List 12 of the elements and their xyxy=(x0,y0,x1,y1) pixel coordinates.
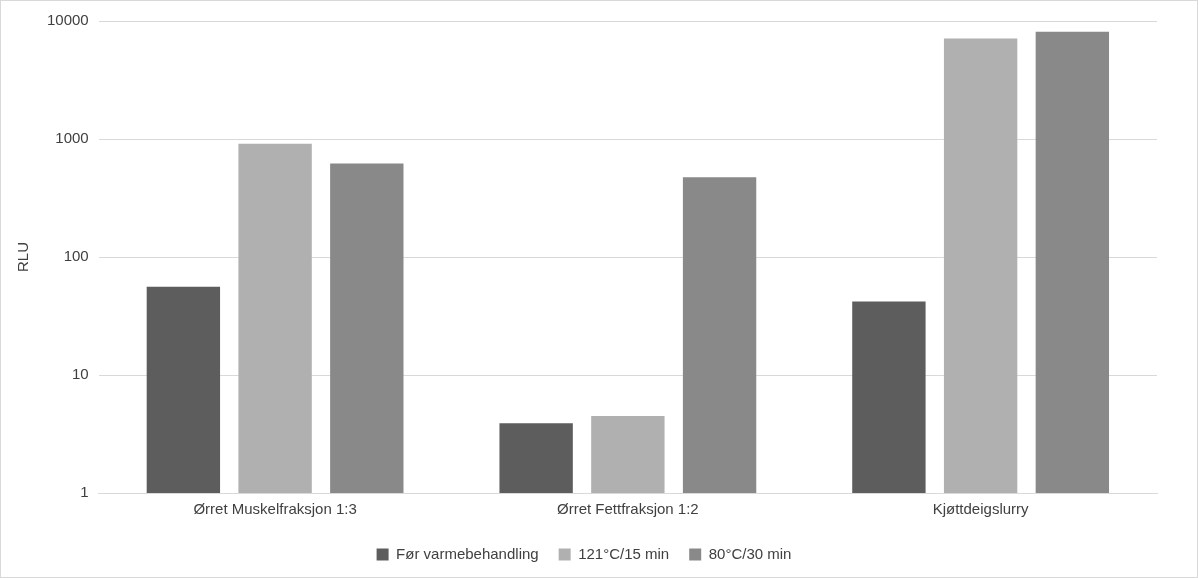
y-tick-label: 1 xyxy=(80,483,89,501)
x-tick-label: Kjøttdeigslurry xyxy=(932,500,1030,518)
legend-label: Før varmebehandling xyxy=(396,544,539,562)
y-tick-label: 1000 xyxy=(55,129,89,147)
legend-label: 80°C/30 min xyxy=(708,544,792,562)
y-axis-title: RLU xyxy=(14,241,32,273)
x-tick-label: Ørret Fettfraksjon 1:2 xyxy=(557,500,699,518)
y-tick-label: 100 xyxy=(63,247,89,265)
y-tick-label: 10000 xyxy=(46,11,89,29)
x-tick-label: Ørret Muskelfraksjon 1:3 xyxy=(193,500,357,518)
y-tick-label: 10 xyxy=(72,365,89,383)
legend-label: 121°C/15 min xyxy=(578,544,670,562)
